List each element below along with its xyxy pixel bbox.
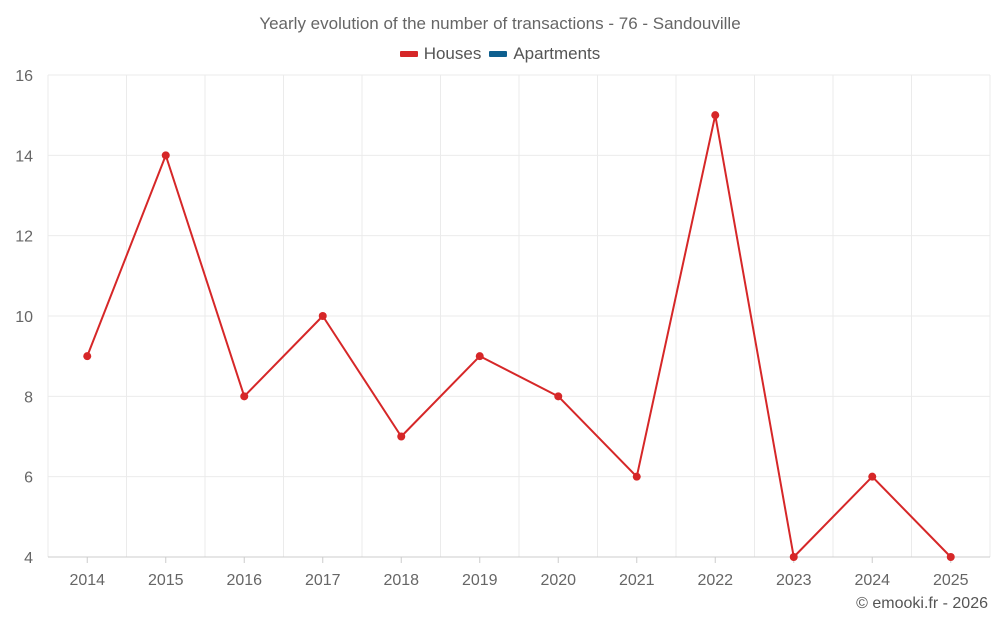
data-point-houses xyxy=(946,553,955,561)
legend: Houses Apartments xyxy=(0,44,1000,64)
data-point-houses xyxy=(789,553,798,561)
y-tick-label: 12 xyxy=(15,229,33,246)
data-point-houses xyxy=(868,472,877,481)
legend-swatch-houses xyxy=(399,51,418,57)
y-tick-label: 10 xyxy=(15,309,33,326)
legend-item-houses[interactable]: Houses xyxy=(399,44,482,64)
data-point-houses xyxy=(83,352,92,361)
credit-text: © emooki.fr - 2026 xyxy=(856,595,988,612)
legend-item-apartments[interactable]: Apartments xyxy=(489,44,600,64)
x-tick-label: 2020 xyxy=(540,572,576,589)
data-point-houses xyxy=(554,392,563,401)
x-tick-label: 2023 xyxy=(776,572,812,589)
legend-label-apartments: Apartments xyxy=(513,44,601,63)
data-point-houses xyxy=(711,111,720,120)
x-tick-label: 2021 xyxy=(619,572,655,589)
x-tick-label: 2018 xyxy=(383,572,419,589)
chart-title: Yearly evolution of the number of transa… xyxy=(259,14,741,33)
y-tick-label: 8 xyxy=(24,389,33,406)
series-line-houses xyxy=(86,114,952,558)
y-tick-label: 14 xyxy=(15,148,33,165)
x-tick-label: 2019 xyxy=(462,572,498,589)
data-point-houses xyxy=(240,392,249,401)
legend-label-houses: Houses xyxy=(423,44,482,63)
x-tick-label: 2014 xyxy=(69,572,105,589)
x-tick-label: 2015 xyxy=(148,572,184,589)
data-point-houses xyxy=(475,352,484,361)
data-point-houses xyxy=(632,472,641,481)
data-point-houses xyxy=(161,151,170,160)
x-tick-label: 2022 xyxy=(697,572,733,589)
y-tick-label: 4 xyxy=(24,550,33,567)
data-point-houses xyxy=(318,312,327,320)
x-tick-label: 2016 xyxy=(226,572,262,589)
y-tick-label: 16 xyxy=(15,68,33,85)
legend-swatch-apartments xyxy=(489,51,508,57)
x-tick-label: 2024 xyxy=(854,572,890,589)
x-tick-label: 2017 xyxy=(305,572,341,589)
data-point-houses xyxy=(397,432,406,441)
x-tick-label: 2025 xyxy=(933,572,969,589)
y-tick-label: 6 xyxy=(24,470,33,487)
